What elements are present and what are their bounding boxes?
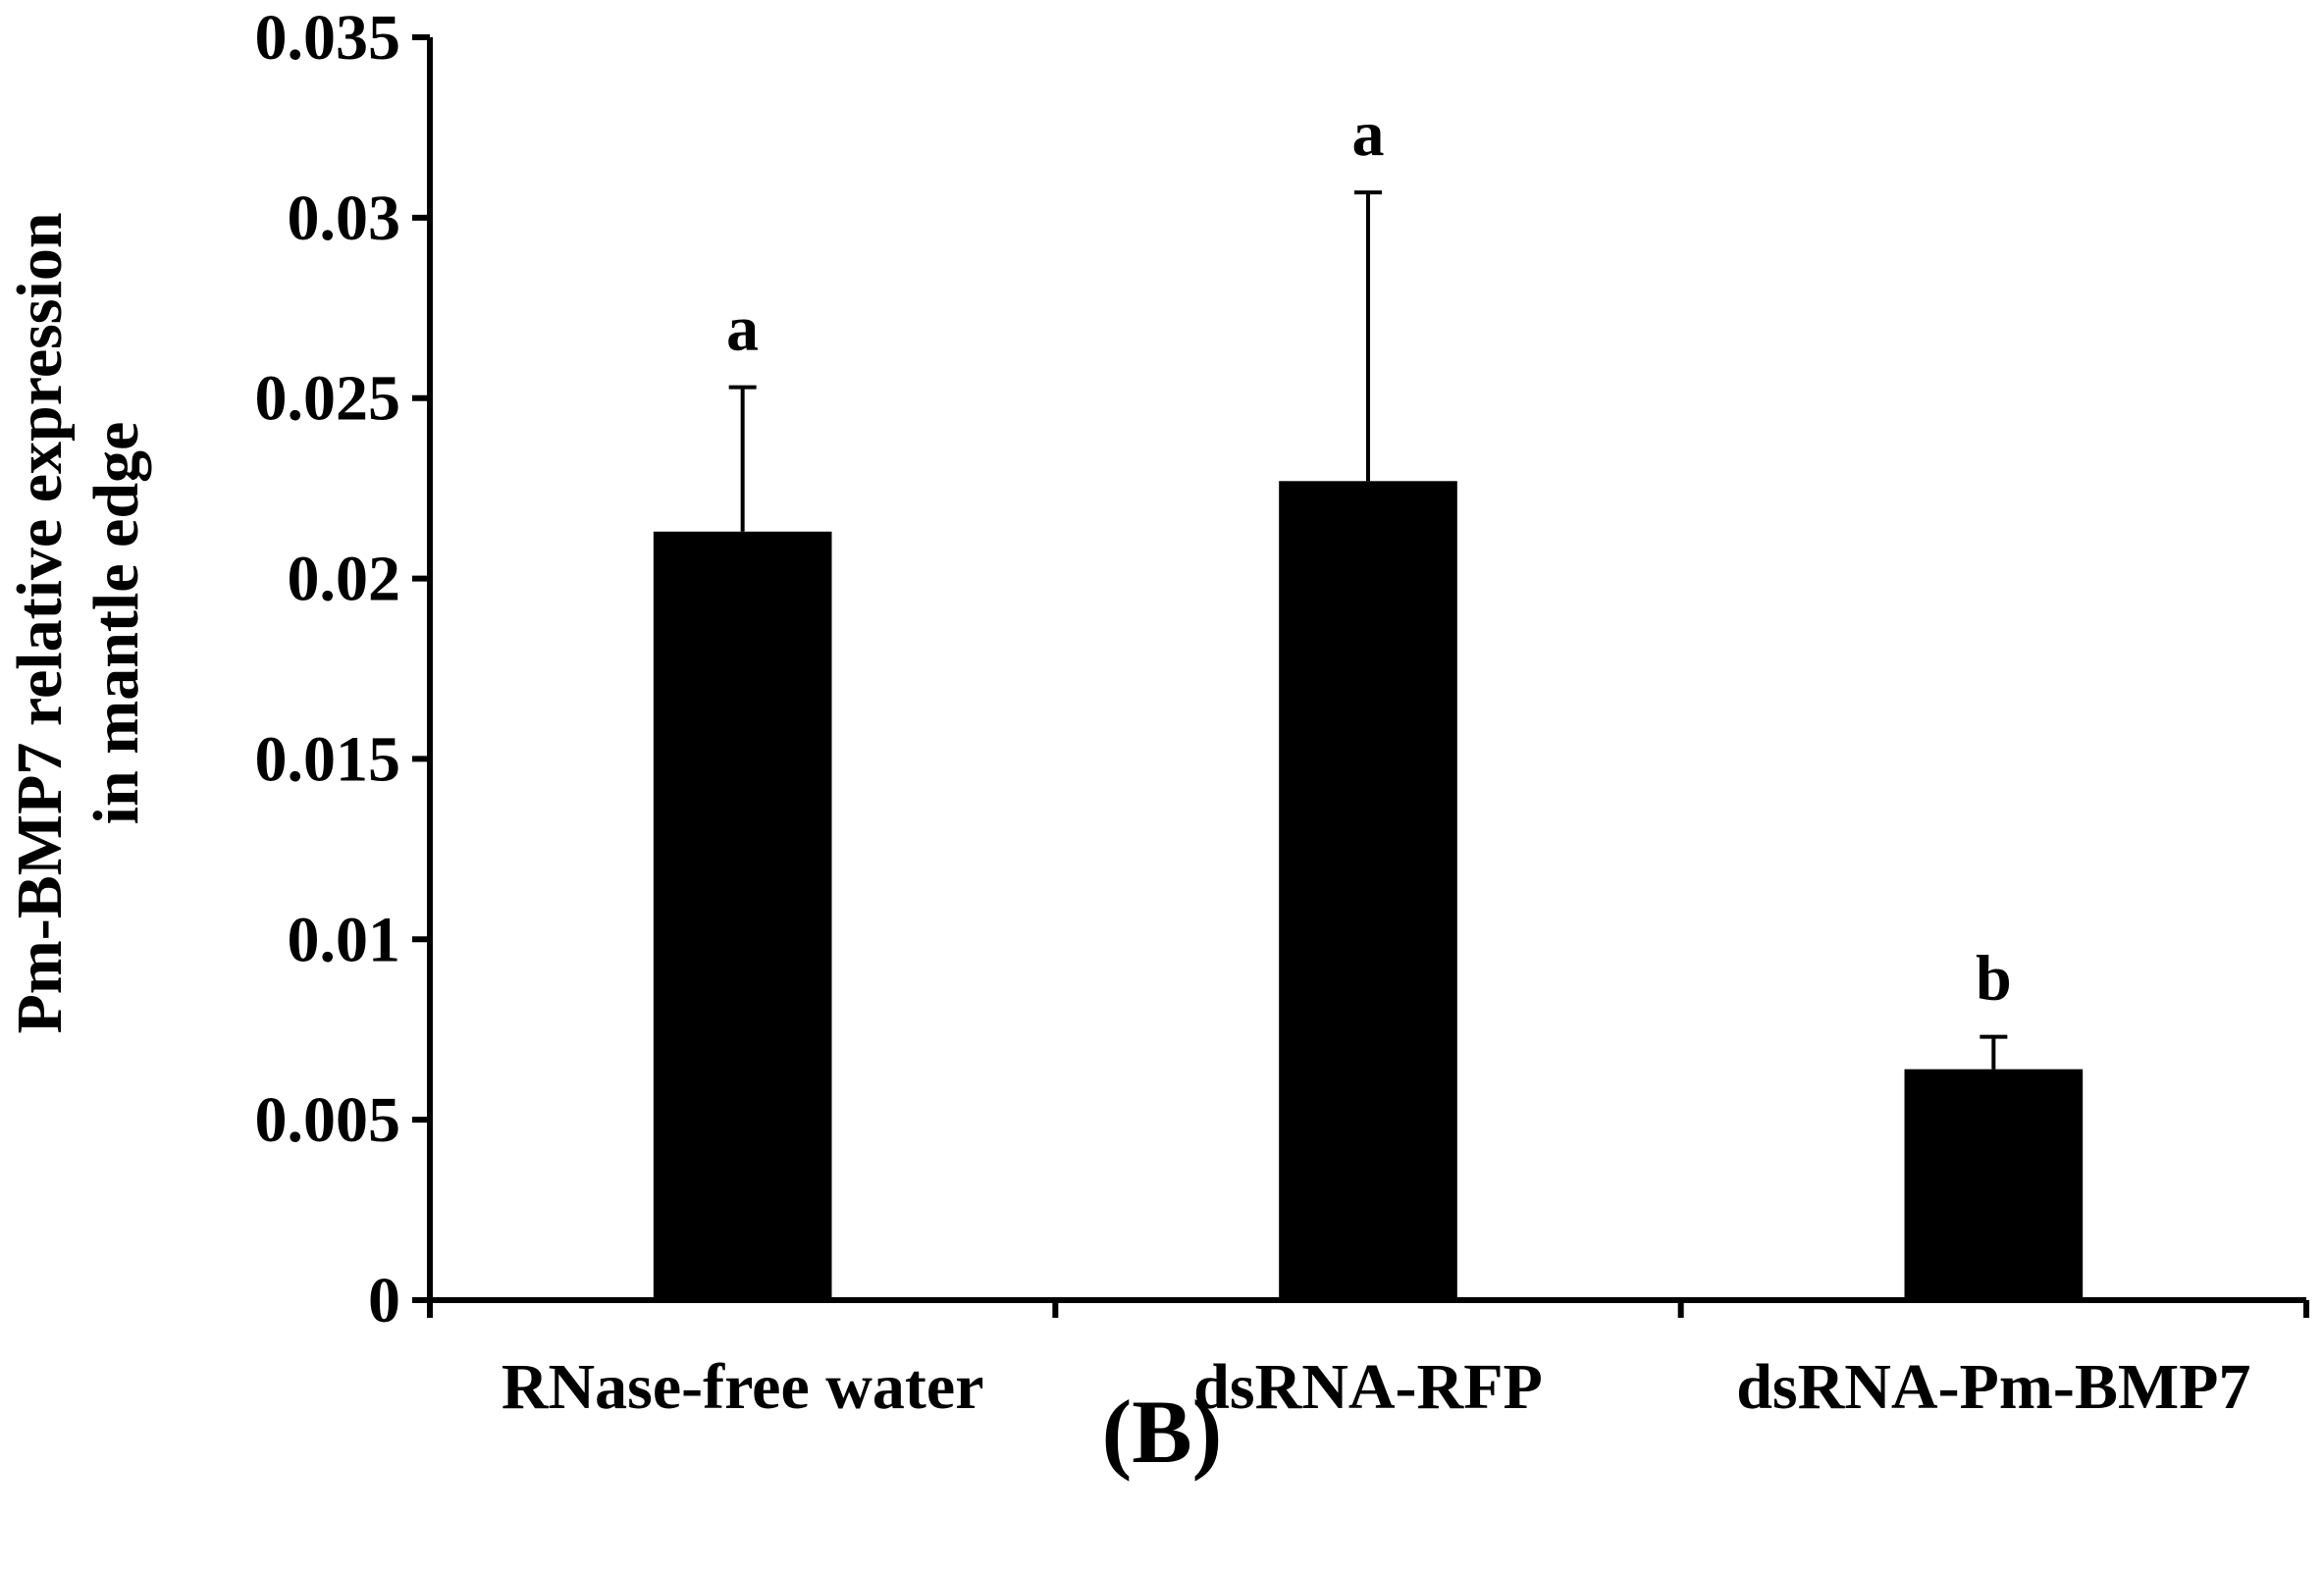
y-tick-label: 0.015 — [255, 723, 401, 795]
x-axis — [427, 1297, 2309, 1318]
x-category-label: dsRNA-Pm-BMP7 — [1736, 1351, 2250, 1423]
significance-label: b — [1976, 943, 2012, 1015]
y-tick-label: 0.03 — [288, 183, 401, 254]
y-tick-label: 0.025 — [255, 363, 401, 435]
significance-label: a — [1352, 98, 1385, 170]
bars — [653, 190, 2084, 1300]
bar — [1279, 481, 1457, 1300]
y-tick-label: 0.02 — [288, 544, 401, 615]
y-axis: 0 0.005 0.01 0.015 0.02 0.025 0.03 0.035 — [255, 2, 433, 1336]
bar — [1904, 1069, 2084, 1300]
significance-label: a — [726, 293, 759, 365]
labels: a RNase-free water a dsRNA-RFP b dsRNA-Pm-BMP… — [502, 98, 2251, 1423]
y-tick-label: 0.005 — [255, 1084, 401, 1156]
y-tick-label: 0 — [368, 1265, 400, 1336]
panel-label: (B) — [1102, 1382, 1223, 1482]
x-category-label: dsRNA-RFP — [1193, 1351, 1543, 1423]
bar — [653, 531, 832, 1300]
y-tick-label: 0.01 — [288, 904, 401, 975]
y-axis-label-line-2: in mantle edge — [80, 422, 152, 825]
x-category-label: RNase-free water — [502, 1351, 984, 1423]
y-tick-label: 0.035 — [255, 2, 401, 74]
y-axis-label-line-1: Pm-BMP7 relative expression — [4, 212, 76, 1033]
